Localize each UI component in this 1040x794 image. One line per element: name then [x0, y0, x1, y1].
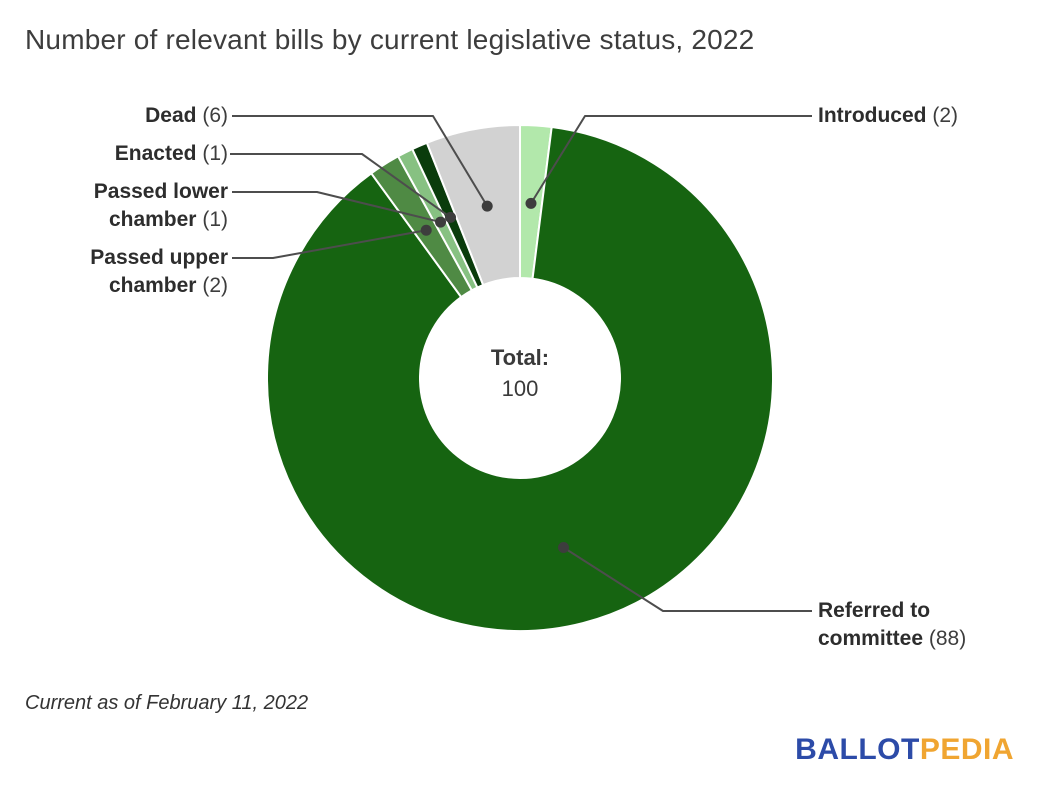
callout-enacted-label: Enacted [114, 142, 197, 165]
callout-passed-lower-label: Passed lower chamber [93, 180, 228, 231]
callout-passed-lower-chamber: Passed lower chamber (1) [78, 178, 228, 234]
leader-line-passed-upper-chamber [232, 229, 427, 259]
ballotpedia-logo: BALLOTPEDIA [795, 733, 1014, 767]
total-value: 100 [501, 376, 539, 401]
callout-passed-upper-count: (2) [202, 274, 228, 297]
callout-referred-to-committee: Referred to committee (88) [818, 597, 986, 653]
callout-passed-lower-count: (1) [202, 208, 228, 231]
logo-ballot-text: BALLOT [795, 733, 920, 766]
leader-dot-dead [481, 200, 493, 212]
callout-passed-upper-chamber: Passed upper chamber (2) [78, 244, 228, 300]
callout-enacted: Enacted (1) [115, 140, 228, 168]
leader-line-dead [232, 115, 489, 207]
callout-dead-label: Dead [145, 104, 197, 127]
chart-title: Number of relevant bills by current legi… [25, 24, 755, 55]
callout-introduced-label: Introduced [818, 104, 927, 127]
total-label: Total: [490, 345, 550, 370]
leader-line-enacted [230, 153, 452, 219]
callout-referred-count: (88) [928, 627, 967, 650]
leader-line-passed-lower-chamber [232, 191, 441, 224]
callout-introduced: Introduced (2) [818, 102, 958, 130]
leader-line-referred-to-committee [562, 546, 812, 612]
pie-slice-dead [425, 123, 521, 287]
footnote-current-as-of: Current as of February 11, 2022 [25, 692, 309, 714]
callout-referred-label: Referred to committee [818, 599, 931, 650]
callout-enacted-count: (1) [202, 142, 228, 165]
donut-center-total: Total: 100 [420, 342, 620, 404]
leader-line-introduced [530, 115, 812, 204]
leader-dot-passed-lower-chamber [435, 216, 447, 228]
pie-slice-referred-to-committee [266, 125, 774, 632]
leader-dot-passed-upper-chamber [420, 224, 432, 236]
callout-dead: Dead (6) [145, 102, 228, 130]
callout-dead-count: (6) [202, 104, 228, 127]
logo-pedia-text: PEDIA [919, 733, 1014, 766]
callout-introduced-count: (2) [932, 104, 959, 127]
leader-dot-introduced [525, 197, 537, 209]
leader-dot-referred-to-committee [558, 542, 570, 553]
leader-dot-enacted [445, 211, 456, 223]
callout-passed-upper-label: Passed upper chamber [90, 246, 228, 297]
